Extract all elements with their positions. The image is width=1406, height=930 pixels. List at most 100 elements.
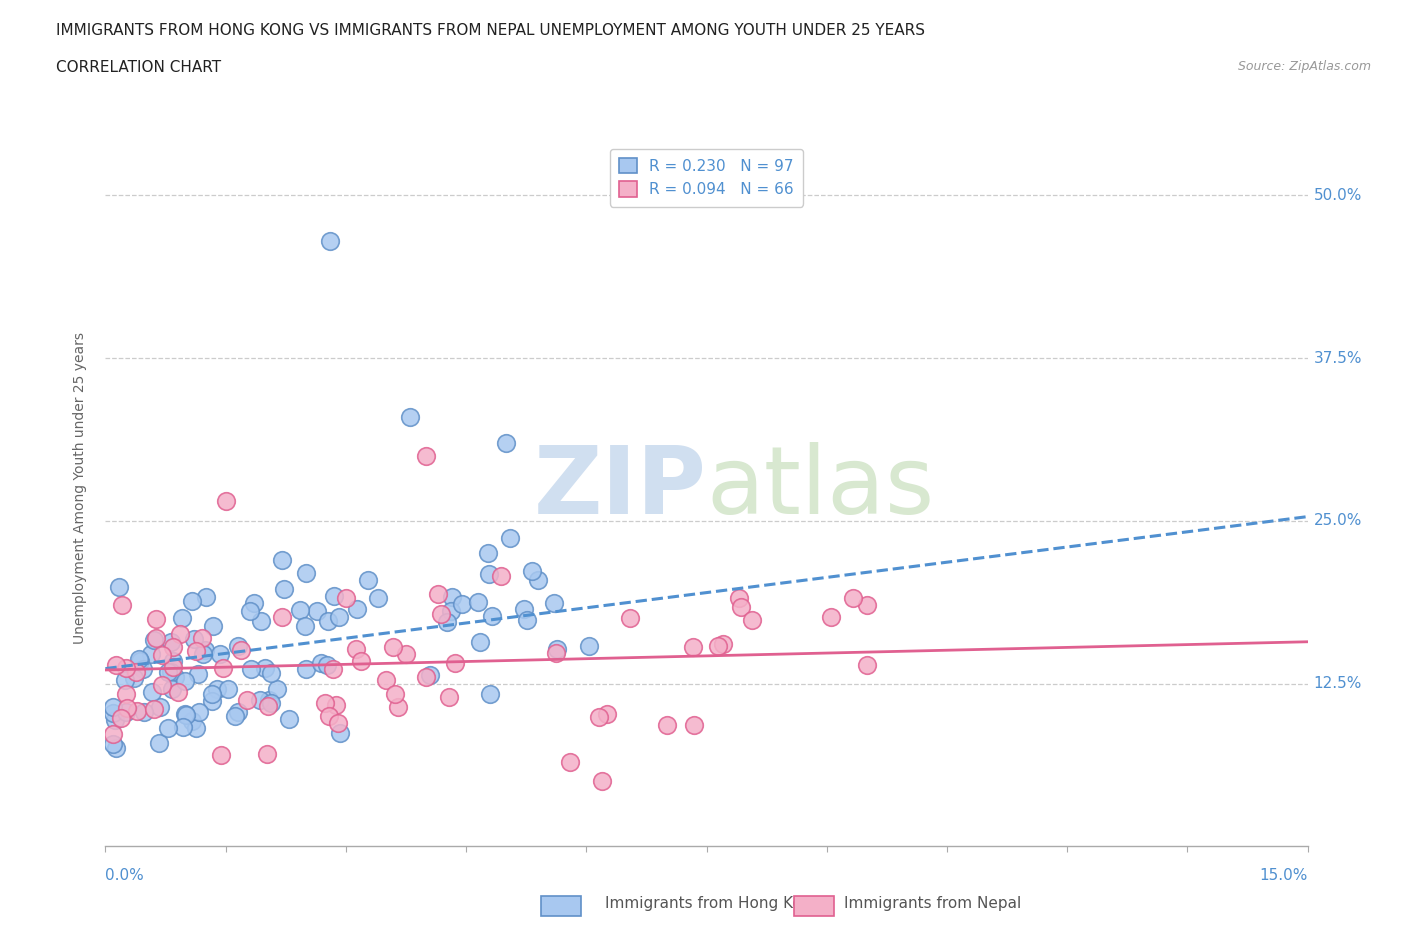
Point — [357, 572, 380, 587]
Text: Source: ZipAtlas.com: Source: ZipAtlas.com — [1237, 60, 1371, 73]
Text: Immigrants from Hong Kong: Immigrants from Hong Kong — [605, 897, 821, 911]
Point — [236, 692, 259, 707]
Point — [256, 747, 278, 762]
Point — [243, 595, 266, 610]
Point — [544, 645, 567, 660]
Point — [270, 610, 292, 625]
Point — [578, 639, 600, 654]
Point — [527, 573, 550, 588]
Point — [295, 565, 318, 580]
Point — [326, 716, 349, 731]
Point — [444, 656, 467, 671]
Point — [162, 659, 184, 674]
Y-axis label: Unemployment Among Youth under 25 years: Unemployment Among Youth under 25 years — [73, 332, 87, 644]
Point — [741, 613, 763, 628]
Point — [855, 598, 877, 613]
Point — [415, 670, 437, 684]
Point — [477, 566, 499, 581]
Point — [477, 546, 499, 561]
Point — [415, 448, 437, 463]
Point — [173, 707, 195, 722]
Point — [440, 604, 463, 618]
Point — [375, 672, 398, 687]
Point — [114, 672, 136, 687]
Point — [194, 590, 217, 604]
Point — [259, 693, 281, 708]
Point — [683, 717, 706, 732]
Point — [142, 702, 165, 717]
Point — [479, 687, 502, 702]
Point — [239, 661, 262, 676]
Point — [162, 654, 184, 669]
Point — [167, 684, 190, 699]
Text: 12.5%: 12.5% — [1313, 676, 1362, 691]
Text: 25.0%: 25.0% — [1313, 513, 1362, 528]
Point — [335, 591, 357, 605]
Point — [419, 667, 441, 682]
Point — [117, 700, 139, 715]
Point — [217, 682, 239, 697]
Point — [145, 611, 167, 626]
Point — [114, 686, 136, 701]
Point — [239, 604, 262, 618]
Point — [115, 704, 138, 719]
Text: atlas: atlas — [707, 443, 935, 534]
Point — [250, 614, 273, 629]
Point — [727, 591, 749, 605]
Point — [323, 589, 346, 604]
Point — [205, 682, 228, 697]
Point — [141, 684, 163, 699]
Point — [384, 687, 406, 702]
Point — [229, 643, 252, 658]
Point — [201, 694, 224, 709]
Point — [350, 654, 373, 669]
Text: 37.5%: 37.5% — [1313, 351, 1362, 365]
Point — [188, 705, 211, 720]
Point — [591, 774, 613, 789]
Text: 0.0%: 0.0% — [105, 868, 145, 883]
Point — [468, 635, 491, 650]
Point — [224, 708, 246, 723]
Text: IMMIGRANTS FROM HONG KONG VS IMMIGRANTS FROM NEPAL UNEMPLOYMENT AMONG YOUTH UNDE: IMMIGRANTS FROM HONG KONG VS IMMIGRANTS … — [56, 23, 925, 38]
Point — [104, 658, 127, 672]
Point — [290, 603, 312, 618]
Point — [387, 699, 409, 714]
Point — [187, 667, 209, 682]
Point — [481, 608, 503, 623]
Point — [515, 613, 537, 628]
Point — [711, 636, 734, 651]
Point — [309, 656, 332, 671]
Point — [191, 646, 214, 661]
Point — [194, 643, 217, 658]
Point — [103, 705, 125, 720]
Point — [122, 671, 145, 685]
Point — [314, 696, 336, 711]
Point — [143, 632, 166, 647]
Point — [588, 710, 610, 724]
Point — [495, 435, 517, 450]
Point — [139, 647, 162, 662]
Point — [183, 631, 205, 646]
Point — [294, 618, 316, 633]
Point — [318, 709, 340, 724]
Point — [145, 631, 167, 645]
Point — [367, 591, 389, 605]
Point — [270, 552, 292, 567]
Point — [160, 681, 183, 696]
Text: CORRELATION CHART: CORRELATION CHART — [56, 60, 221, 75]
Point — [399, 409, 422, 424]
Point — [441, 590, 464, 604]
Point — [157, 664, 180, 679]
Point — [346, 602, 368, 617]
Text: Immigrants from Nepal: Immigrants from Nepal — [844, 897, 1021, 911]
Point — [214, 494, 236, 509]
Point — [596, 706, 619, 721]
Point — [163, 670, 186, 684]
Point — [172, 611, 194, 626]
Point — [209, 747, 232, 762]
Point — [499, 530, 522, 545]
Point — [181, 714, 204, 729]
Point — [181, 593, 204, 608]
Point — [546, 642, 568, 657]
Point — [657, 717, 679, 732]
